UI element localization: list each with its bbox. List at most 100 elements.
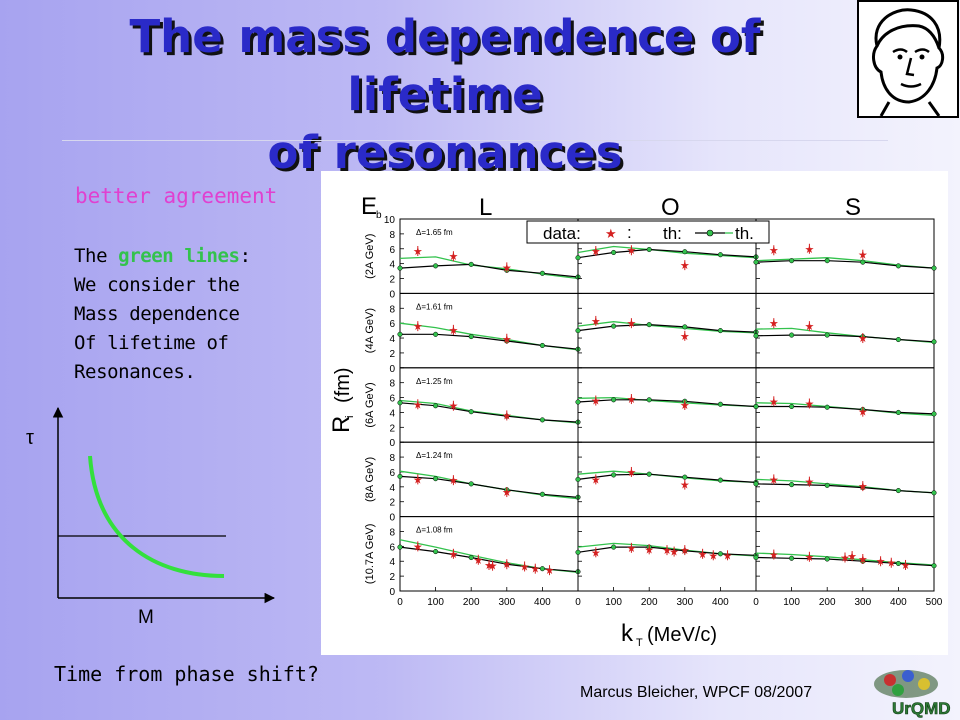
theory-marker (468, 261, 474, 267)
data-point: ★ (448, 251, 458, 263)
data-point: ★ (804, 477, 814, 489)
column-title: S (845, 194, 861, 221)
theory-marker (717, 551, 723, 557)
data-point: ★ (591, 246, 601, 258)
y-tick-label: 8 (389, 379, 395, 390)
y-tick-label: 6 (389, 542, 395, 553)
data-point: ★ (769, 550, 779, 562)
black-theory-line (755, 334, 935, 343)
row-energy-label: (8A GeV) (364, 457, 376, 502)
better-agreement-note: better agreement (75, 184, 278, 208)
delta-label: Δ=1.61 fm (416, 302, 453, 311)
data-point: ★ (413, 399, 423, 411)
theory-marker (931, 265, 937, 271)
y-tick-label: 6 (389, 468, 395, 479)
x-tick-label: 0 (575, 597, 581, 608)
legend-data-marker: ★ (605, 226, 617, 241)
x-tick-label: 300 (854, 597, 871, 608)
theory-marker (895, 263, 901, 269)
y-tick-label: 2 (389, 498, 395, 509)
theory-marker (468, 481, 474, 487)
data-point: ★ (448, 549, 458, 561)
y-axis-unit: (fm) (332, 367, 354, 403)
theory-marker (433, 476, 439, 482)
data-point: ★ (680, 480, 690, 492)
theory-marker (895, 560, 901, 567)
theory-marker (789, 555, 795, 561)
data-point: ★ (591, 396, 601, 408)
delta-label: Δ=1.65 fm (416, 228, 453, 237)
theory-marker (860, 259, 866, 265)
data-point: ★ (626, 394, 636, 406)
heading-suffix: : (239, 245, 251, 267)
theory-marker (895, 488, 901, 494)
theory-marker (611, 397, 617, 403)
theory-marker (753, 259, 759, 265)
theory-marker (539, 566, 545, 572)
black-theory-line (399, 402, 579, 423)
legend-box (526, 220, 770, 244)
theory-marker (824, 556, 830, 562)
data-point: ★ (413, 541, 423, 553)
portrait-drawing (872, 8, 945, 117)
theory-marker (824, 332, 830, 338)
black-theory-line (400, 333, 579, 350)
chart-svg: Eb L O S Ri (fm) k T (MeV/c) (2A GeV) 0 2 4 6 8 10 Δ=1.6… (328, 193, 943, 649)
data-point: ★ (669, 547, 679, 559)
theory-marker (824, 258, 830, 264)
theory-marker (824, 482, 830, 488)
theory-marker (646, 471, 652, 477)
theory-marker (575, 549, 581, 555)
theory-marker (575, 255, 581, 261)
logo-particle (918, 678, 930, 690)
y-tick-label: 10 (384, 215, 396, 226)
column-title: O (661, 194, 680, 221)
legend-marker (706, 229, 714, 237)
theory-marker (397, 331, 403, 337)
heading-highlight: green lines (118, 245, 240, 267)
row-energy-label: (4A GeV) (364, 308, 376, 353)
x-tick-label: 0 (397, 597, 403, 608)
y-tick-label: 0 (389, 289, 395, 300)
slide-title: The mass dependence of lifetime of reson… (40, 8, 850, 182)
theory-marker (753, 481, 759, 487)
theory-marker (931, 339, 937, 345)
theory-marker (682, 474, 688, 480)
heading-prefix: The (74, 245, 119, 267)
theory-marker (753, 554, 759, 561)
theory-marker (646, 397, 652, 403)
y-tick-label: 0 (389, 438, 395, 449)
y-tick-label: 8 (389, 230, 395, 241)
data-point: ★ (448, 325, 458, 337)
y-tick-label: 0 (389, 513, 395, 524)
data-point: ★ (680, 400, 690, 412)
portrait-logo (857, 0, 959, 118)
y-tick-label: 4 (389, 260, 395, 271)
theory-marker (931, 411, 937, 417)
delta-label: Δ=1.08 fm (416, 526, 453, 535)
y-axis-label-sub: i (344, 416, 356, 418)
theory-marker (789, 482, 795, 488)
plot-panel (577, 441, 757, 518)
theory-marker (575, 399, 581, 405)
data-point: ★ (840, 553, 850, 565)
data-point: ★ (662, 545, 672, 557)
theory-marker (611, 249, 617, 256)
theory-marker (433, 549, 439, 555)
theory-marker (931, 490, 937, 496)
data-point: ★ (644, 544, 654, 556)
data-point: ★ (769, 245, 779, 257)
y-tick-label: 2 (389, 572, 395, 583)
x-tick-label: 100 (605, 597, 622, 608)
theory-marker (931, 563, 937, 569)
sketch-y-label: τ (26, 427, 34, 449)
theory-marker (717, 401, 723, 407)
black-theory-line (577, 323, 757, 333)
x-tick-label: 400 (712, 597, 729, 608)
sketch-green-curve (88, 455, 225, 578)
data-point: ★ (626, 245, 636, 257)
legend-sep: : (627, 223, 632, 242)
black-theory-line (755, 483, 935, 494)
black-theory-line (577, 248, 757, 259)
title-divider (62, 140, 888, 141)
